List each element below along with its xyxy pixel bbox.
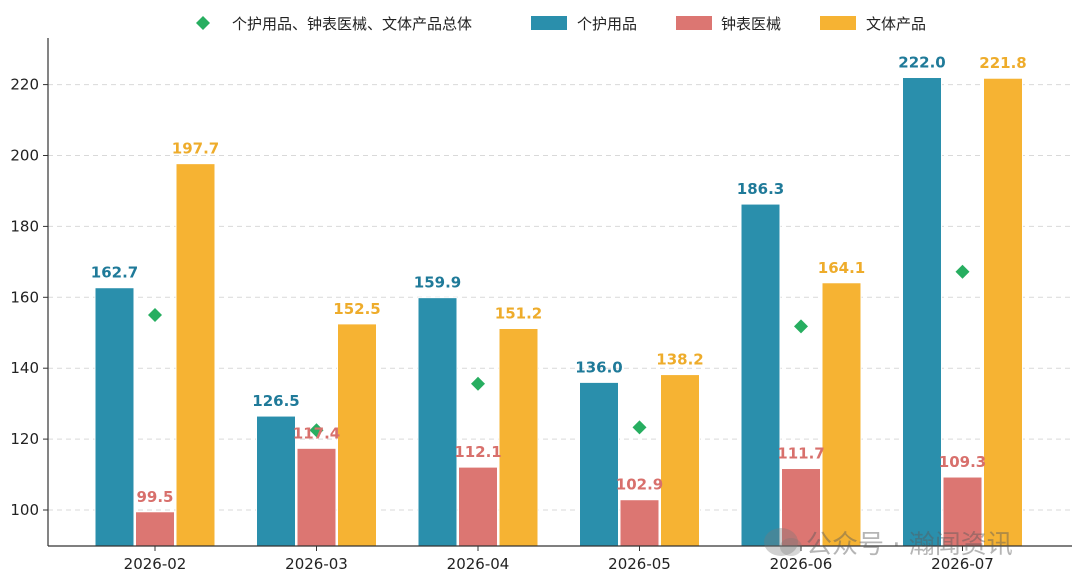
legend-label-watch-medical: 钟表医械	[721, 15, 781, 33]
total-marker	[632, 420, 647, 435]
data-label-personal-care: 162.7	[91, 264, 138, 282]
bar-stationery-sports	[175, 163, 216, 547]
x-tick-label: 2026-04	[447, 555, 510, 573]
y-tick-label: 200	[10, 147, 39, 165]
bar-watch-medical	[296, 447, 337, 547]
bar-personal-care	[256, 415, 296, 547]
total-markers	[148, 264, 970, 438]
bar-stationery-sports	[498, 327, 539, 547]
bar-stationery-sports	[821, 282, 862, 547]
bars	[94, 77, 1023, 547]
data-label-personal-care: 186.3	[737, 180, 784, 198]
legend-label-total: 个护用品、钟表医械、文体产品总体	[232, 15, 472, 33]
bar-watch-medical	[942, 476, 983, 547]
data-label-watch-medical: 102.9	[616, 476, 663, 494]
legend-swatch-watch-medical	[676, 16, 712, 30]
bar-watch-medical	[458, 466, 498, 547]
axes: 100 120 140 160 180 200 220 2026-02 2026-03 2026-…	[10, 38, 1072, 573]
data-labels: 162.7 99.5 197.7 126.5 117.4 152.5 159.9 112.1 1…	[91, 54, 1027, 506]
bar-watch-medical	[619, 499, 660, 547]
bar-personal-care	[740, 203, 781, 547]
bar-personal-care	[94, 287, 135, 547]
x-tick-label: 2026-03	[285, 555, 348, 573]
data-label-stationery-sports: 164.1	[818, 259, 865, 277]
legend-label-personal-care: 个护用品	[577, 15, 637, 33]
y-tick-label: 180	[10, 217, 39, 235]
data-label-stationery-sports: 152.5	[333, 300, 380, 318]
y-tick-label: 140	[10, 359, 39, 377]
data-label-stationery-sports: 221.8	[979, 54, 1026, 72]
legend: 个护用品、钟表医械、文体产品总体 个护用品 钟表医械 文体产品	[196, 15, 926, 33]
data-label-watch-medical: 109.3	[939, 453, 986, 471]
data-label-watch-medical: 117.4	[293, 424, 340, 442]
y-tick-label: 120	[10, 430, 39, 448]
data-label-watch-medical: 111.7	[777, 445, 824, 463]
total-marker	[148, 308, 162, 323]
bar-personal-care	[902, 77, 942, 547]
bar-personal-care	[579, 381, 619, 547]
data-label-personal-care: 159.9	[414, 274, 461, 292]
x-tick-label: 2026-07	[931, 555, 994, 573]
data-label-personal-care: 136.0	[575, 358, 622, 376]
legend-swatch-stationery-sports	[820, 16, 856, 30]
legend-label-stationery-sports: 文体产品	[866, 15, 926, 33]
x-tick-label: 2026-06	[770, 555, 833, 573]
data-label-stationery-sports: 151.2	[495, 304, 542, 322]
bar-stationery-sports	[337, 323, 377, 547]
data-label-stationery-sports: 138.2	[656, 351, 703, 369]
legend-swatch-personal-care	[531, 16, 567, 30]
total-marker	[794, 319, 808, 334]
data-label-watch-medical: 99.5	[136, 488, 173, 506]
x-tick-label: 2026-02	[124, 555, 187, 573]
y-tick-label: 100	[10, 501, 39, 519]
bar-watch-medical	[135, 511, 175, 547]
data-label-watch-medical: 112.1	[454, 443, 501, 461]
data-label-stationery-sports: 197.7	[172, 140, 219, 158]
total-marker	[309, 423, 324, 438]
bar-stationery-sports	[983, 77, 1023, 547]
bar-personal-care	[417, 297, 458, 547]
data-label-personal-care: 222.0	[898, 54, 945, 72]
total-marker	[471, 376, 485, 391]
bar-watch-medical	[781, 468, 821, 547]
y-tick-label: 220	[10, 76, 39, 94]
total-marker	[955, 264, 970, 279]
data-label-personal-care: 126.5	[252, 392, 299, 410]
legend-marker-total	[196, 16, 210, 30]
y-tick-label: 160	[10, 288, 39, 306]
x-tick-label: 2026-05	[608, 555, 671, 573]
bar-stationery-sports	[660, 374, 700, 547]
